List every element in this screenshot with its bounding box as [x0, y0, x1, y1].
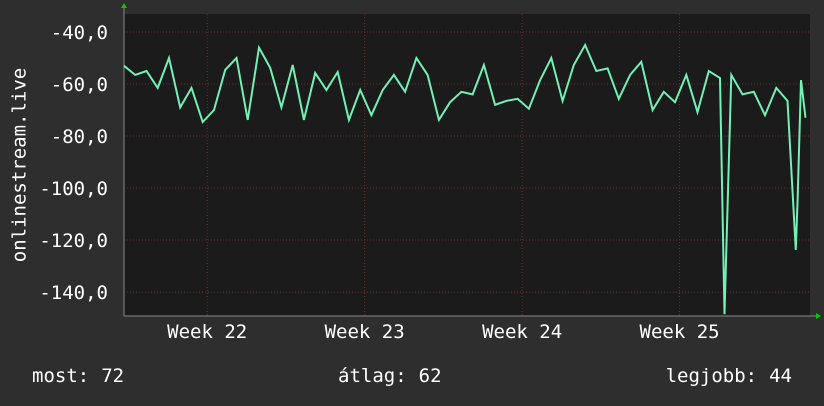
- summary-value: 72: [101, 365, 124, 387]
- summary-item: átlag: 62: [338, 365, 442, 387]
- summary-item: most: 72: [32, 365, 124, 387]
- y-tick-label: -80,0: [51, 126, 108, 148]
- x-tick-label: Week 25: [640, 321, 720, 343]
- axis-arrow: [121, 3, 127, 8]
- summary-value: 44: [769, 365, 792, 387]
- x-tick-label: Week 24: [482, 321, 562, 343]
- axis-arrow: [816, 313, 821, 319]
- y-tick-label: -100,0: [39, 178, 108, 200]
- summary-value: 62: [419, 365, 442, 387]
- y-tick-label: -60,0: [51, 74, 108, 96]
- data-line: [123, 42, 807, 315]
- y-tick-label: -140,0: [39, 282, 108, 304]
- y-axis-label: onlinestream.live: [9, 68, 31, 262]
- plot-area: [124, 14, 810, 316]
- summary-item: legjobb: 44: [666, 365, 792, 387]
- x-tick-label: Week 22: [167, 321, 247, 343]
- summary-label: legjobb:: [666, 365, 758, 387]
- summary-label: átlag:: [338, 365, 407, 387]
- summary-label: most:: [32, 365, 89, 387]
- y-tick-label: -40,0: [51, 22, 108, 44]
- y-tick-label: -120,0: [39, 230, 108, 252]
- x-tick-label: Week 23: [325, 321, 405, 343]
